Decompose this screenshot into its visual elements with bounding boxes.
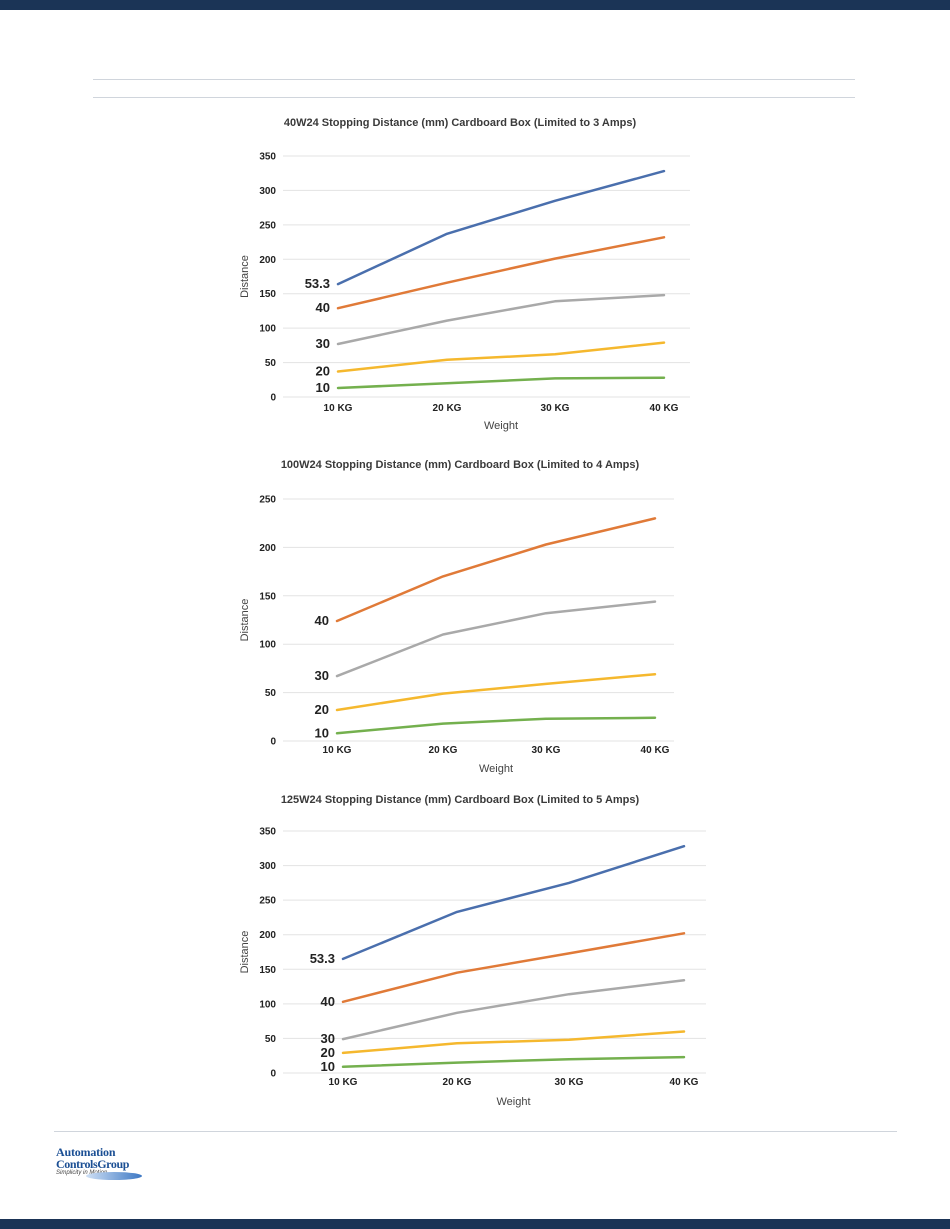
x-tick-label: 40 KG [641,745,670,756]
series-line-53.3 [341,844,686,961]
y-tick-label: 150 [259,965,276,976]
series-label: 10 [315,725,329,740]
x-tick-label: 30 KG [555,1077,584,1088]
series-line-10 [335,716,657,735]
chart-svg: 40W24 Stopping Distance (mm) Cardboard B… [239,117,690,432]
y-tick-label: 50 [265,358,277,369]
series-line-20 [341,1030,686,1055]
chart-svg: 125W24 Stopping Distance (mm) Cardboard … [239,794,706,1108]
x-tick-label: 40 KG [670,1077,699,1088]
bottom-band [0,1219,950,1229]
x-tick-label: 10 KG [329,1077,358,1088]
series-label: 20 [315,702,329,717]
y-tick-label: 150 [259,289,276,300]
y-tick-label: 50 [265,1034,277,1045]
x-tick-label: 20 KG [433,403,462,414]
y-tick-label: 300 [259,861,276,872]
chart-title: 100W24 Stopping Distance (mm) Cardboard … [281,459,640,471]
logo-swoosh [86,1172,142,1180]
series-label: 10 [316,380,330,395]
y-tick-label: 0 [270,737,276,748]
top-band [0,0,950,10]
chart-svg: 100W24 Stopping Distance (mm) Cardboard … [239,459,674,775]
series-label: 40 [316,300,330,315]
y-tick-label: 250 [259,220,276,231]
series-line-30 [341,979,686,1041]
series-line-20 [335,672,657,712]
y-tick-label: 50 [265,688,277,699]
y-tick-label: 250 [259,896,276,907]
series-line-20 [336,341,666,373]
y-axis-title: Distance [239,255,251,298]
chart-title: 40W24 Stopping Distance (mm) Cardboard B… [284,117,637,129]
series-line-10 [336,376,666,390]
series-line-40 [335,517,657,623]
y-tick-label: 100 [259,640,276,651]
y-tick-label: 100 [259,999,276,1010]
chart-100w24: 100W24 Stopping Distance (mm) Cardboard … [0,450,950,780]
series-label: 20 [321,1045,335,1060]
y-tick-label: 200 [259,255,276,266]
series-label: 53.3 [305,276,330,291]
company-logo: Automation ControlsGroup Simplicity in M… [56,1146,148,1186]
series-label: 40 [315,613,329,628]
x-axis-title: Weight [479,763,513,775]
series-label: 30 [315,668,329,683]
series-line-30 [336,293,666,346]
series-label: 53.3 [310,951,335,966]
logo-tagline: Simplicity in Motion [56,1170,108,1176]
x-tick-label: 10 KG [324,403,353,414]
series-label: 20 [316,364,330,379]
series-line-40 [341,932,686,1004]
logo-line-2: ControlsGroup [56,1157,130,1171]
series-label: 10 [321,1059,335,1074]
series-label: 30 [316,336,330,351]
y-tick-label: 350 [259,827,276,838]
y-tick-label: 0 [270,1069,276,1080]
series-label: 40 [321,994,335,1009]
footer-rule [54,1131,897,1132]
chart-40w24: 40W24 Stopping Distance (mm) Cardboard B… [0,108,950,438]
y-axis-title: Distance [239,931,251,974]
x-tick-label: 30 KG [532,745,561,756]
x-tick-label: 40 KG [650,403,679,414]
x-tick-label: 10 KG [323,745,352,756]
header-rule-1 [93,79,855,80]
y-tick-label: 200 [259,543,276,554]
series-line-53.3 [336,169,666,286]
y-tick-label: 250 [259,495,276,506]
y-tick-label: 100 [259,324,276,335]
x-axis-title: Weight [496,1096,530,1108]
chart-125w24: 125W24 Stopping Distance (mm) Cardboard … [0,785,950,1115]
series-line-40 [336,236,666,310]
series-label: 30 [321,1031,335,1046]
series-line-10 [341,1055,686,1069]
x-tick-label: 30 KG [541,403,570,414]
chart-title: 125W24 Stopping Distance (mm) Cardboard … [281,794,640,806]
x-tick-label: 20 KG [429,745,458,756]
y-axis-title: Distance [239,599,251,642]
x-tick-label: 20 KG [443,1077,472,1088]
x-axis-title: Weight [484,420,518,432]
y-tick-label: 200 [259,930,276,941]
y-tick-label: 0 [270,393,276,404]
y-tick-label: 350 [259,152,276,163]
logo-line-1: Automation [56,1145,116,1159]
series-line-30 [335,600,657,678]
y-tick-label: 300 [259,186,276,197]
y-tick-label: 150 [259,591,276,602]
header-rule-2 [93,97,855,98]
